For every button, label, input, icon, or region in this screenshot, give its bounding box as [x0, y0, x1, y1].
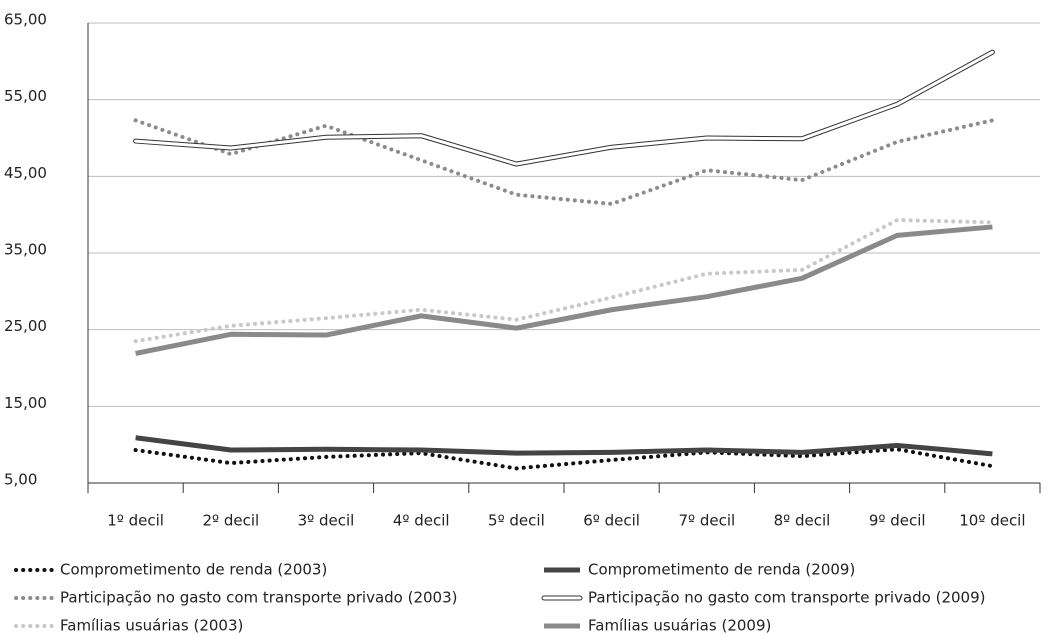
y-tick-label: 35,00: [4, 241, 47, 259]
x-tick-label: 8º decil: [774, 512, 831, 530]
y-tick-label: 15,00: [4, 394, 47, 412]
y-tick-label: 55,00: [4, 87, 47, 105]
series-line: [133, 118, 995, 206]
series-line: [134, 50, 994, 166]
legend-label: Comprometimento de renda (2003): [60, 561, 327, 579]
x-tick-label: 2º decil: [202, 512, 259, 530]
legend-label: Participação no gasto com transporte pri…: [588, 589, 985, 607]
x-tick-label: 9º decil: [869, 512, 926, 530]
legend-label: Famílias usuárias (2009): [588, 617, 771, 634]
x-tick-label: 3º decil: [298, 512, 355, 530]
x-tick-label: 1º decil: [107, 512, 164, 530]
y-tick-label: 25,00: [4, 317, 47, 335]
legend-label: Comprometimento de renda (2009): [588, 561, 855, 579]
series-line: [135, 224, 993, 356]
y-tick-label: 5,00: [4, 471, 37, 489]
series-line: [133, 447, 995, 471]
legend-label: Participação no gasto com transporte pri…: [60, 589, 457, 607]
x-tick-label: 10º decil: [959, 512, 1025, 530]
series-line: [135, 435, 993, 457]
y-tick-label: 65,00: [4, 11, 47, 29]
x-tick-label: 5º decil: [488, 512, 545, 530]
series-line: [133, 218, 995, 344]
y-tick-label: 45,00: [4, 164, 47, 182]
x-tick-label: 6º decil: [583, 512, 640, 530]
x-tick-label: 4º decil: [393, 512, 450, 530]
legend-label: Famílias usuárias (2003): [60, 617, 243, 634]
x-tick-label: 7º decil: [678, 512, 735, 530]
series-line: [133, 49, 995, 167]
